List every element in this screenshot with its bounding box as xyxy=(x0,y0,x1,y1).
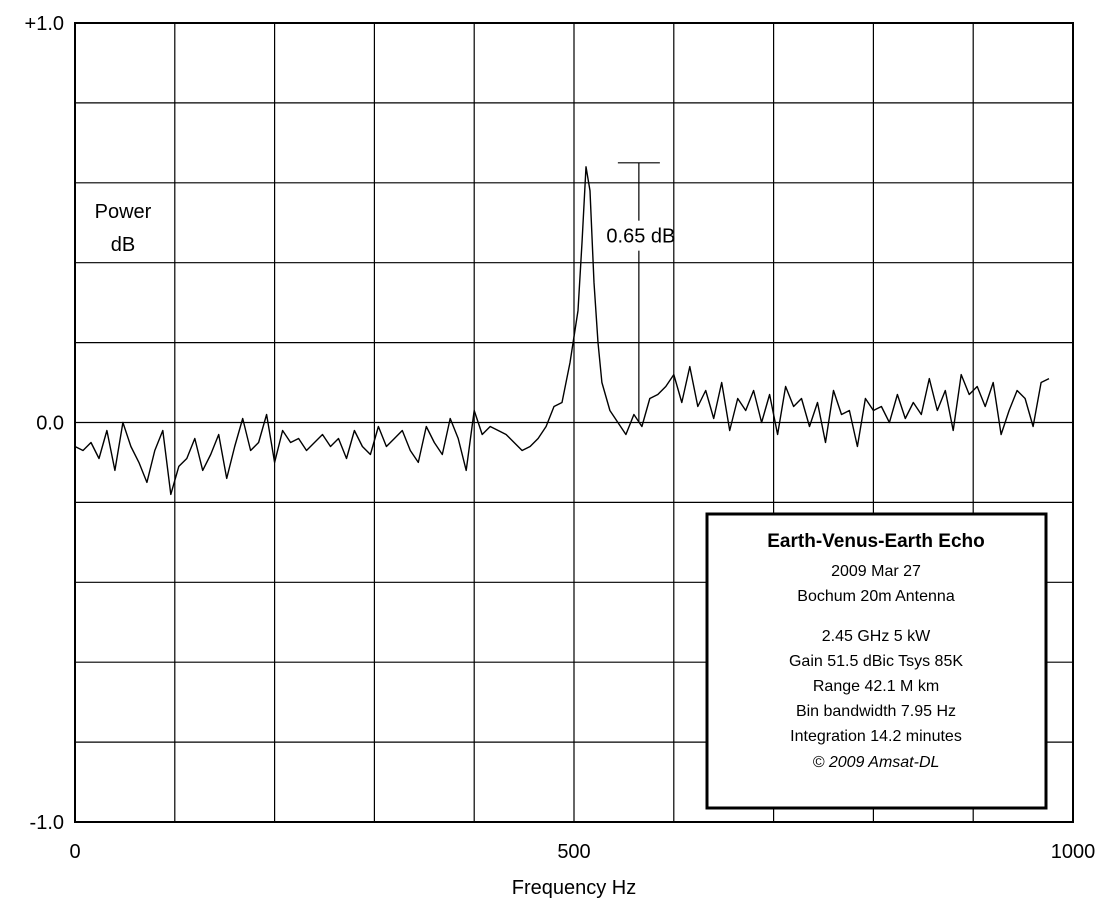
info-box-date: 2009 Mar 27 xyxy=(831,563,921,580)
info-box-title: Earth-Venus-Earth Echo xyxy=(767,531,985,552)
grid xyxy=(75,23,1073,822)
info-box-station: Bochum 20m Antenna xyxy=(797,588,955,605)
x-tick-label: 500 xyxy=(557,841,590,863)
series-line-0 xyxy=(74,166,1050,496)
info-box: Earth-Venus-Earth Echo 2009 Mar 27 Bochu… xyxy=(705,512,1048,810)
annotation-label-bg xyxy=(608,220,669,251)
x-tick-label: 0 xyxy=(69,841,80,863)
annotation-layer: 0.65 dB xyxy=(606,162,675,423)
plot-frame xyxy=(74,22,1074,823)
x-tick-label: 1000 xyxy=(1051,841,1096,863)
y-axis-label-line-1: Power xyxy=(95,201,152,223)
x-axis-label: Frequency Hz xyxy=(512,877,637,899)
info-box-bin-bandwidth: Bin bandwidth 7.95 Hz xyxy=(796,703,956,720)
info-box-range: Range 42.1 M km xyxy=(813,678,939,695)
y-tick-label: -1.0 xyxy=(30,812,64,834)
y-tick-label: +1.0 xyxy=(25,13,64,35)
tick-labels: +1.0 0.0 -1.00 500 1000 xyxy=(25,13,1096,863)
y-tick-label: 0.0 xyxy=(36,413,64,435)
annotation-label: 0.65 dB xyxy=(606,226,675,248)
info-box-copyright: © 2009 Amsat-DL xyxy=(813,754,940,771)
series-layer xyxy=(74,166,1050,496)
info-box-gain-tsys: Gain 51.5 dBic Tsys 85K xyxy=(789,653,963,670)
y-axis-label-line-2: dB xyxy=(111,234,135,256)
y-axis-label: Power dB xyxy=(95,201,152,256)
info-box-frequency-power: 2.45 GHz 5 kW xyxy=(822,628,931,645)
info-box-frame xyxy=(705,512,1048,810)
info-box-integration: Integration 14.2 minutes xyxy=(790,728,962,745)
